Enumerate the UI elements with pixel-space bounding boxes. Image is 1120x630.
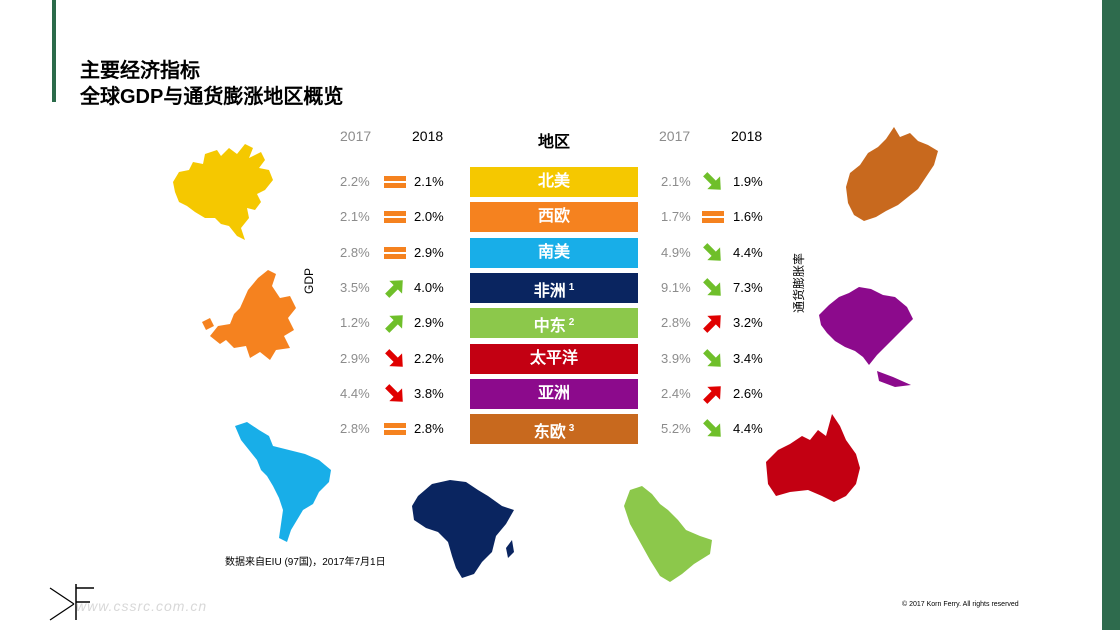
inflation-trend-up-icon: [701, 311, 725, 335]
region-bar: 南美: [470, 237, 638, 268]
gdp-trend-flat-icon: [383, 170, 407, 194]
south-america-map: [235, 422, 331, 542]
inflation-2018-value: 7.3%: [733, 279, 763, 295]
gdp-trend-flat-icon: [383, 241, 407, 265]
region-footnote: 2: [568, 317, 575, 329]
region-name: 南美: [537, 243, 570, 261]
inflation-2018-header: 2018: [731, 128, 763, 144]
inflation-trend-up-icon: [701, 382, 725, 406]
title-line-2: 全球GDP与通货膨涨地区概览: [80, 86, 344, 108]
north-america-map: [173, 144, 273, 240]
accent-bar-right: [1102, 0, 1120, 630]
table-row: 2.8% 2.8% 东欧 3 5.2% 4.4%: [0, 414, 1100, 445]
inflation-2017-value: 2.8%: [661, 315, 691, 331]
inflation-trend-down-icon: [701, 241, 725, 265]
gdp-trend-up-icon: [383, 311, 407, 335]
region-bar: 西欧: [470, 202, 638, 233]
gdp-2017-value: 2.1%: [340, 209, 370, 225]
inflation-2018-value: 1.9%: [733, 174, 763, 189]
region-name: 西欧: [537, 208, 570, 226]
table-row: 1.2% 2.9% 中东 2 2.8% 3.2%: [0, 308, 1100, 339]
source-note: 数据来自EIU (97国)，2017年7月1日: [225, 557, 386, 568]
inflation-trend-down-icon: [701, 347, 725, 371]
inflation-2018-value: 4.4%: [733, 244, 763, 260]
region-name: 北美: [537, 173, 570, 190]
inflation-2017-value: 1.7%: [661, 209, 691, 225]
middle-east-map: [624, 486, 712, 582]
africa-map: [412, 480, 514, 578]
inflation-2017-value: 9.1%: [661, 279, 691, 295]
gdp-2018-header: 2018: [412, 128, 444, 144]
table-row: 3.5% 4.0% 非洲 1 9.1% 7.3%: [0, 272, 1100, 303]
region-bar: 北美: [470, 167, 638, 197]
gdp-trend-down-icon: [383, 347, 407, 371]
gdp-2018-value: 2.1%: [414, 174, 444, 189]
table-row: 2.9% 2.2% 太平洋 3.9% 3.4%: [0, 343, 1100, 374]
watermark: www.cssrc.com.cn: [76, 598, 208, 614]
gdp-2018-value: 3.8%: [414, 385, 444, 401]
region-footnote: 1: [568, 281, 575, 293]
region-name: 亚洲: [537, 384, 570, 402]
inflation-2017-value: 3.9%: [661, 350, 691, 366]
region-name: 非洲: [533, 282, 566, 300]
gdp-2017-value: 2.2%: [340, 174, 370, 189]
gdp-2017-header: 2017: [340, 128, 372, 144]
inflation-2017-value: 2.1%: [661, 174, 691, 189]
region-header: 地区: [537, 134, 570, 151]
region-bar: 中东 2: [470, 308, 638, 339]
gdp-2018-value: 2.2%: [414, 350, 444, 366]
gdp-2017-value: 3.5%: [340, 279, 370, 295]
russia-map: [846, 127, 938, 221]
region-name: 中东: [533, 318, 566, 336]
gdp-trend-up-icon: [383, 276, 407, 300]
gdp-2018-value: 4.0%: [414, 279, 444, 295]
region-bar: 非洲 1: [470, 272, 638, 303]
gdp-2018-value: 2.9%: [414, 244, 444, 260]
inflation-2018-value: 3.4%: [733, 350, 763, 366]
europe-map: [202, 270, 296, 360]
gdp-2017-value: 2.9%: [340, 350, 370, 366]
inflation-trend-down-icon: [701, 170, 725, 194]
title-line-1: 主要经济指标: [80, 60, 200, 82]
region-name: 东欧: [533, 424, 566, 442]
region-bar: 东欧 3: [470, 414, 638, 445]
table-row: 4.4% 3.8% 亚洲 2.4% 2.6%: [0, 378, 1100, 409]
region-name: 太平洋: [529, 349, 578, 367]
gdp-trend-flat-icon: [383, 417, 407, 441]
gdp-trend-flat-icon: [383, 205, 407, 229]
gdp-trend-down-icon: [383, 382, 407, 406]
inflation-2018-value: 4.4%: [733, 421, 763, 437]
table-row: 2.2% 2.1% 北美 2.1% 1.9%: [0, 167, 1100, 197]
asia-map: [819, 287, 913, 387]
inflation-2018-value: 1.6%: [733, 209, 763, 225]
gdp-2018-value: 2.8%: [414, 421, 444, 437]
inflation-2017-value: 4.9%: [661, 244, 691, 260]
gdp-2017-value: 2.8%: [340, 244, 370, 260]
gdp-2018-value: 2.9%: [414, 315, 444, 331]
gdp-2018-value: 2.0%: [414, 209, 444, 225]
inflation-2018-value: 3.2%: [733, 315, 763, 331]
inflation-trend-down-icon: [701, 276, 725, 300]
korn-ferry-logo: [49, 584, 94, 621]
copyright-text: © 2017 Korn Ferry. All rights reserved: [902, 601, 1019, 608]
table-row: 2.8% 2.9% 南美 4.9% 4.4%: [0, 237, 1100, 268]
region-bar: 太平洋: [470, 343, 638, 374]
page-title: 主要经济指标 全球GDP与通货膨涨地区概览: [80, 58, 343, 110]
inflation-2017-value: 2.4%: [661, 385, 691, 401]
inflation-2017-header: 2017: [659, 128, 691, 144]
region-bar: 亚洲: [470, 378, 638, 409]
inflation-2018-value: 2.6%: [733, 385, 763, 401]
gdp-2017-value: 4.4%: [340, 385, 370, 401]
region-footnote: 3: [568, 423, 575, 435]
inflation-trend-down-icon: [701, 417, 725, 441]
accent-bar-left: [52, 0, 56, 102]
inflation-trend-flat-icon: [701, 205, 725, 229]
australia-map: [766, 414, 860, 502]
gdp-2017-value: 2.8%: [340, 421, 370, 437]
table-row: 2.1% 2.0% 西欧 1.7% 1.6%: [0, 202, 1100, 233]
inflation-2017-value: 5.2%: [661, 421, 691, 437]
gdp-2017-value: 1.2%: [340, 315, 370, 331]
